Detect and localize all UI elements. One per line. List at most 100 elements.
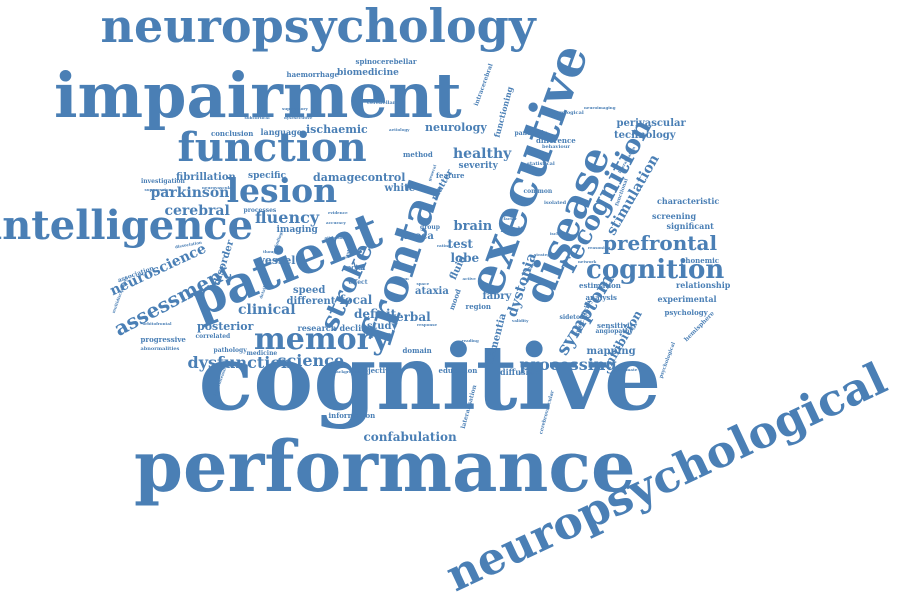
word-white: white [384,183,416,194]
word-ischaemic: ischaemic [306,122,368,136]
word-mapping: mapping [586,346,636,357]
word-aetiology: aetiology [389,127,410,132]
word-severity: severity [458,160,498,171]
word-characteristic: characteristic [657,196,720,206]
word-lobe: lobe [450,251,480,265]
word-isolated: isolated [544,199,567,206]
word-response: response [417,322,438,327]
word-correlated: correlated [195,333,231,340]
word-attention: attention [324,235,346,240]
word-pathology: pathology [213,347,247,354]
word-pandemic: pandemic [514,130,548,137]
word-posterior: posterior [197,319,254,333]
word-verbal: verbal [389,310,431,324]
word-deficit: deficit [354,307,397,321]
word-impairment: impairment [54,59,462,132]
word-perivascular: perivascular [616,118,686,129]
word-fibrillation: fibrillation [176,172,236,183]
word-parkinson: parkinson [150,185,230,201]
word-cerebellar: cerebellar [367,99,396,106]
word-feature: feature [436,170,465,180]
word-cognitive: cognitive [198,325,662,431]
word-cerebral: cerebral [164,203,230,219]
word-vessel: vessel [258,253,296,267]
word-relationship: relationship [676,280,731,290]
word-suppression: suppression [144,187,172,192]
word-social: social [342,262,366,272]
word-clinical: clinical [238,302,296,318]
word-damage: damage [313,170,362,184]
word-neuropsychology: neuropsychology [100,0,536,53]
word-ischemic: ischemic [550,231,570,236]
word-rating: rating [437,243,451,248]
word-cognition: cognition [586,255,725,285]
word-sensitivity: sensitivity [597,320,638,330]
word-memory: memory [254,322,390,357]
word-neurological: neurological [548,109,584,116]
word-study: study [367,321,398,332]
word-person: person [393,276,409,281]
word-brain: brain [453,218,493,234]
word-reading: reading [461,338,479,343]
word-accuracy: accuracy [326,220,346,225]
word-experimental: experimental [657,294,717,304]
word-intracerebral: intracerebral [472,62,495,107]
word-psychological: psychological [658,340,677,379]
word-domain: domain [402,345,432,355]
word-dysexecutive: dysexecutive [284,115,313,120]
word-focal: focal [339,293,373,307]
word-progressive: progressive [140,334,186,344]
word-haemorrhage: haemorrhage [286,69,340,79]
word-factor: factor [503,216,517,221]
word-medicine: medicine [246,350,278,357]
word-neuroimaging: neuroimaging [584,105,616,110]
word-information: information [328,410,376,420]
word-space: space [416,281,430,286]
word-significant: significant [666,221,714,231]
word-technology: technology [614,130,676,141]
word-background: background [333,369,361,374]
word-neurovascular: neurovascular [202,185,234,190]
word-speed: speed [293,285,326,296]
word-method: method [403,149,433,159]
word-specific: specific [248,170,287,181]
word-investigation: investigation [141,178,185,185]
word-glutamate: glutamate [614,367,638,372]
word-processes: processes [243,207,277,214]
word-strategy: strategy [534,252,553,257]
word-estimation: estimation [579,280,621,290]
word-result: result [500,224,524,234]
word-reasoning: reasoning [588,245,611,250]
word-orbitofrontal: orbitofrontal [142,321,172,326]
word-region: region [465,301,491,311]
word-education: education [438,365,478,375]
word-control: control [361,170,406,184]
word-biomedicine: biomedicine [337,67,399,78]
word-science: science [277,351,345,370]
word-phonemic: phonemic [680,255,720,265]
word-sidetosis: sidetosis [559,314,589,321]
word-supervisory: supervisory [282,106,308,111]
word-active: active [462,276,476,281]
word-intelligence: intelligence [0,202,254,249]
word-lesion: lesion [226,170,338,210]
word-research: research [297,323,337,333]
word-imaging: imaging [276,224,318,235]
word-common: common [523,188,553,195]
word-validity: validity [512,318,529,323]
word-psychology: psychology [664,307,708,317]
word-analysis: analysis [585,292,617,302]
word-fluency: fluency [255,208,320,227]
word-prefrontal: prefrontal [603,231,718,255]
word-mood: mood [446,287,463,311]
word-decline: decline [339,323,373,333]
word-confabulation: confabulation [363,430,457,444]
word-evidence: evidence [328,210,348,215]
word-function: function [177,124,367,171]
word-effect: effect [348,279,368,286]
word-angiopathy: angiopathy [595,328,633,335]
word-performance: performance [134,425,636,508]
word-language: language [260,127,302,137]
word-moca: moca [404,231,434,242]
